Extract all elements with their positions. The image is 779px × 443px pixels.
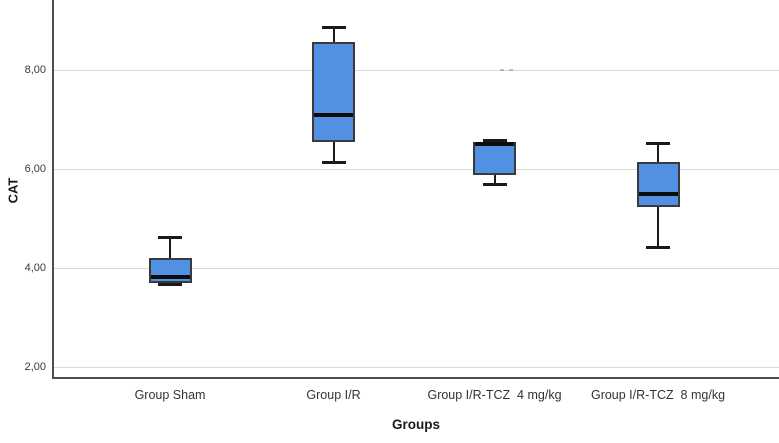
y-tick-label: 8,00 — [24, 64, 46, 77]
y-tick-label: 4,00 — [24, 262, 46, 275]
x-category-label: Group Sham — [134, 388, 206, 402]
x-category-label: Group I/R-TCZ 4 mg/kg — [427, 388, 562, 402]
y-gridline — [53, 70, 779, 72]
x-category-label: Group I/R — [306, 388, 361, 402]
boxplot-upper-whisker — [657, 143, 659, 162]
x-axis-title: Groups — [391, 417, 440, 432]
boxplot-median — [314, 112, 353, 117]
y-tick-label: 6,00 — [24, 163, 46, 176]
boxplot-upper-whisker-cap — [482, 138, 507, 142]
boxplot-box — [636, 161, 680, 208]
y-gridline — [53, 367, 779, 369]
x-category-label: Group I/R-TCZ 8 mg/kg — [590, 388, 726, 402]
y-axis-title: CAT — [5, 177, 21, 204]
boxplot-upper-whisker — [332, 27, 335, 43]
x-axis-line — [52, 377, 779, 379]
y-tick-label: 2,00 — [24, 361, 46, 374]
boxplot-lower-whisker-cap — [158, 283, 182, 287]
y-gridline — [53, 169, 779, 171]
boxplot-box — [312, 42, 355, 142]
boxplot-upper-whisker-cap — [646, 142, 670, 146]
boxplot-box — [148, 258, 192, 283]
boxplot-lower-whisker — [493, 175, 496, 185]
boxplot-box — [473, 141, 516, 176]
y-axis-line — [52, 0, 54, 379]
boxplot-lower-whisker-cap — [646, 245, 670, 249]
gridline-faint-mark — [509, 69, 513, 72]
boxplot-lower-whisker-cap — [482, 182, 507, 186]
gridline-faint-mark — [500, 69, 504, 72]
boxplot-lower-whisker — [332, 141, 335, 163]
y-gridline — [53, 268, 779, 270]
boxplot-lower-whisker-cap — [321, 160, 346, 164]
boxplot-upper-whisker-cap — [321, 25, 346, 29]
boxplot-median — [475, 142, 514, 147]
boxplot-lower-whisker — [657, 207, 659, 248]
boxplot-upper-whisker-cap — [158, 235, 182, 239]
boxplot-median — [638, 191, 678, 196]
boxplot-median — [150, 275, 190, 280]
boxplot-upper-whisker — [169, 237, 171, 259]
